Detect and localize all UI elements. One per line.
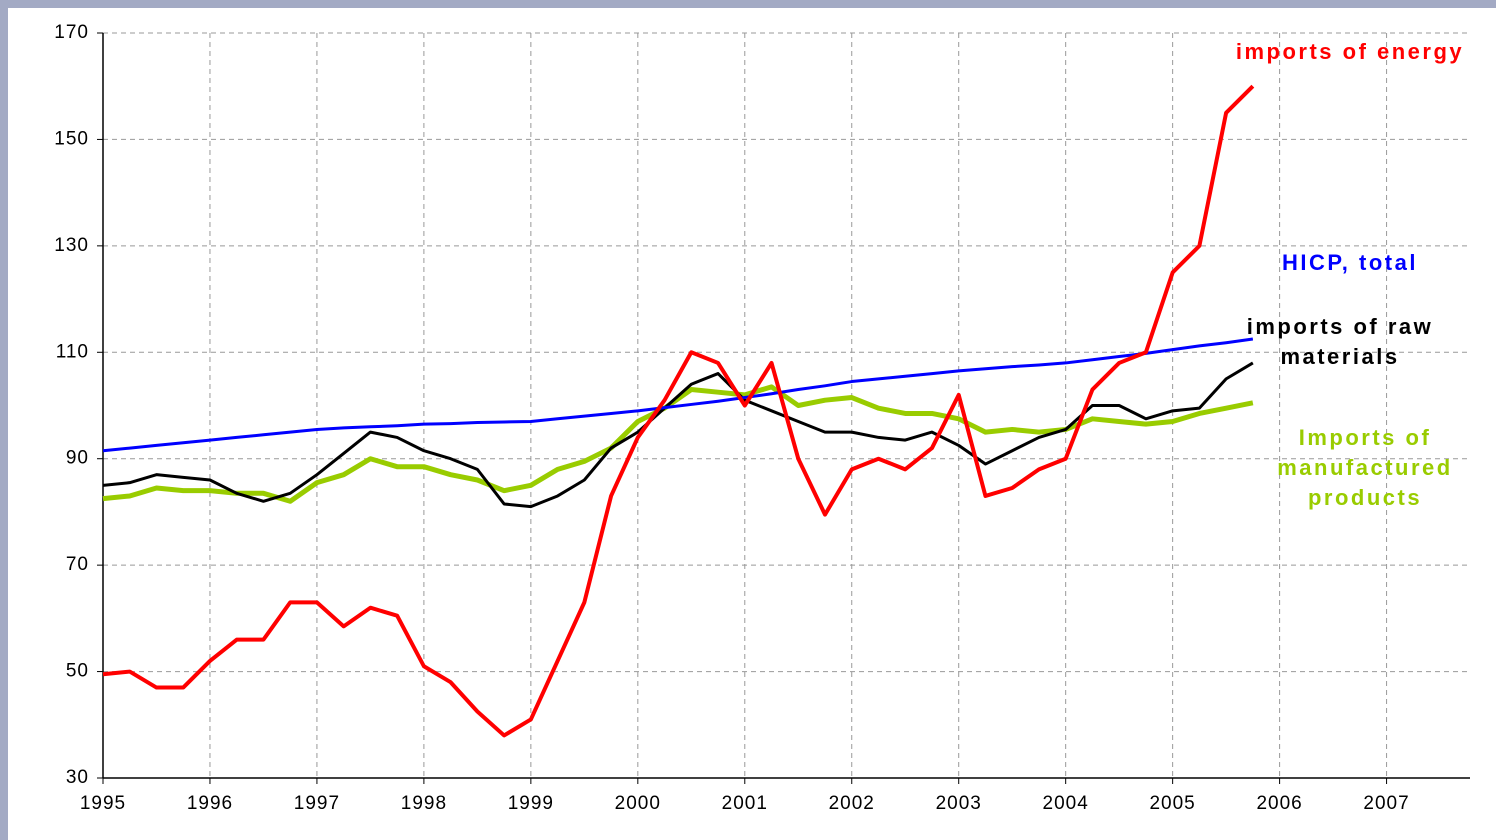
y-tick-label: 70 [66,554,89,575]
x-tick-label: 2003 [936,793,982,814]
series-label: HICP, total [1282,250,1418,275]
x-tick-label: 1999 [508,793,554,814]
x-tick-label: 2006 [1256,793,1302,814]
series-label: Imports of manufactured products [1277,425,1453,510]
x-tick-label: 1998 [401,793,447,814]
y-tick-label: 170 [54,22,89,43]
series-line [102,337,1254,453]
y-tick-label: 50 [66,661,89,682]
series-label: imports of energy [1235,39,1465,64]
x-tick-label: 2007 [1363,793,1409,814]
x-tick-label: 2000 [615,793,661,814]
y-tick-label: 30 [66,767,89,788]
y-tick-label: 150 [54,128,89,149]
x-tick-label: 1997 [294,793,340,814]
x-tick-label: 2001 [722,793,768,814]
x-tick-label: 2005 [1149,793,1195,814]
x-tick-label: 1995 [80,793,126,814]
y-tick-label: 130 [54,235,89,256]
y-tick-label: 90 [66,448,89,469]
x-tick-label: 2004 [1043,793,1089,814]
x-tick-label: 1996 [187,793,233,814]
x-tick-label: 2002 [829,793,875,814]
series-label: imports of raw materials [1246,314,1434,369]
series-line [102,361,1254,509]
series-line [102,84,1255,738]
chart-panel [8,8,1496,840]
y-tick-label: 110 [56,341,89,362]
